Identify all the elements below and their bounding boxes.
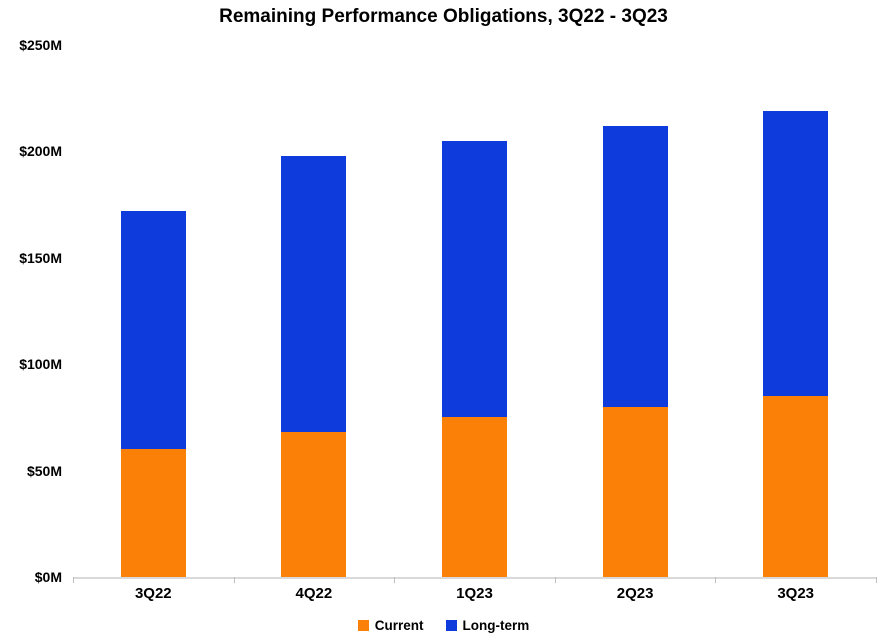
category-boundary-tick — [394, 577, 396, 583]
bar-segment-long-term-2q23 — [602, 125, 668, 407]
category-boundary-tick — [715, 577, 717, 583]
category-boundary-tick — [233, 577, 235, 583]
y-axis-tick-label: $150M — [19, 249, 62, 266]
x-axis-tick-label: 2Q23 — [616, 585, 654, 602]
x-axis-tick-label: 4Q22 — [295, 585, 333, 602]
legend-item-long-term: Long-term — [445, 617, 530, 633]
bar-segment-long-term-1q23 — [442, 140, 507, 418]
y-axis-tick-label: $100M — [19, 356, 62, 373]
legend-label-current: Current — [374, 617, 424, 633]
legend-item-current: Current — [357, 617, 424, 633]
y-axis-tick-label: $200M — [19, 143, 62, 160]
bar-segment-current-3q22 — [120, 449, 186, 577]
x-axis-line — [73, 577, 876, 579]
y-axis-tick-label: $0M — [34, 569, 62, 585]
x-axis-tick-label: 1Q23 — [456, 585, 493, 602]
category-boundary-tick — [554, 577, 556, 583]
bar-segment-long-term-4q22 — [281, 155, 347, 433]
bar-segment-current-1q23 — [442, 417, 507, 577]
category-boundary-tick — [73, 577, 74, 583]
y-axis-tick-label: $50M — [26, 462, 62, 479]
chart-title: Remaining Performance Obligations, 3Q22 … — [219, 6, 668, 27]
legend: Current Long-term — [0, 613, 887, 637]
bar-segment-current-4q22 — [281, 432, 347, 577]
legend-swatch-current-icon — [357, 619, 369, 631]
bar-segment-long-term-3q22 — [120, 210, 186, 450]
bar-segment-current-2q23 — [602, 406, 668, 577]
legend-label-long-term: Long-term — [462, 617, 530, 633]
x-axis-tick-label: 3Q22 — [134, 585, 172, 602]
legend-swatch-long-term-icon — [445, 619, 457, 631]
bar-segment-long-term-3q23 — [763, 110, 829, 397]
category-boundary-tick — [876, 577, 877, 583]
y-axis-tick-label: $250M — [19, 37, 62, 53]
bar-segment-current-3q23 — [763, 396, 829, 577]
x-axis-tick-label: 3Q23 — [777, 585, 815, 602]
